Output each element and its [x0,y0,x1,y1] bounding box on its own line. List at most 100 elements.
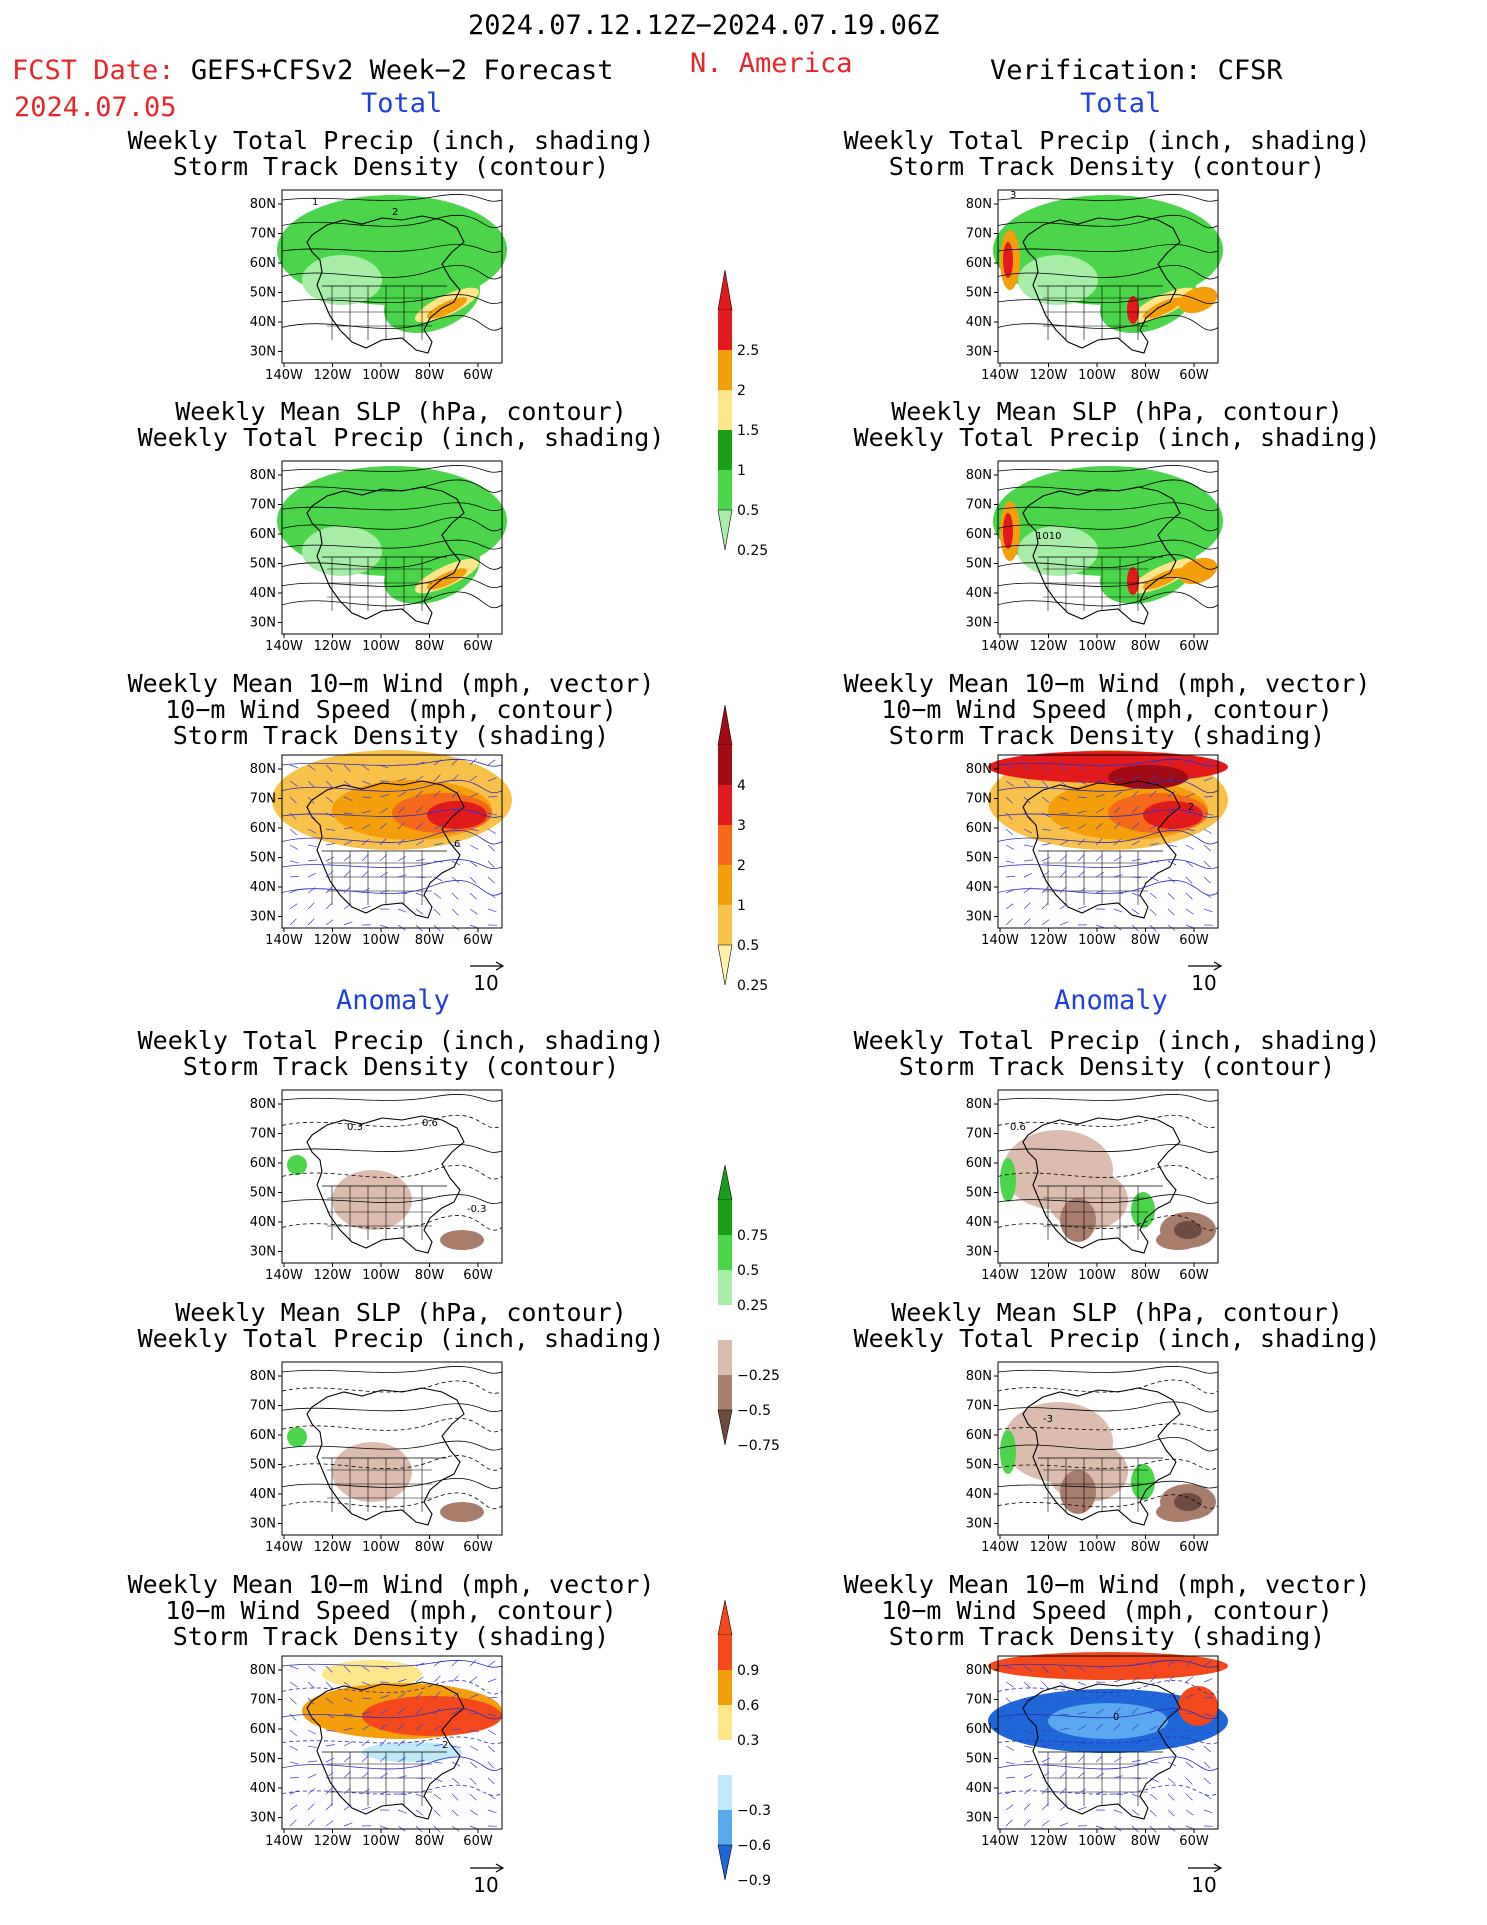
wind-vector [433,1691,441,1699]
wind-vector [1167,758,1175,766]
wind-vector [1023,796,1031,804]
lat-label: 30N [966,910,992,925]
wind-vector [469,1745,479,1751]
wind-vector [343,903,352,910]
coastline [1022,1681,1181,1820]
shading-region [988,751,1228,783]
wind-vector [469,1712,479,1715]
shading-region [1018,526,1098,576]
title-p4-line1: Weekly Mean SLP (hPa, contour) [891,397,1343,426]
vector-ref-4: 10 [1188,1863,1223,1897]
lat-label: 70N [250,498,276,513]
shading-region [1142,568,1184,590]
wind-vector [307,1773,317,1779]
title-p4-line2: Weekly Total Precip (inch, shading) [853,423,1381,452]
lon-label: 80W [1131,933,1161,948]
contour-line [281,1680,503,1695]
wind-vector [1185,860,1194,868]
contour-label: 1 [312,197,318,208]
colorbar-segment [718,785,732,825]
wind-vector [343,1697,353,1702]
wind-vector [379,890,389,894]
contour-lines [997,1660,1219,1796]
wind-vector [289,918,297,926]
colorbar-label: 0.25 [737,978,768,994]
wind-vector [397,777,407,782]
lon-label: 60W [1179,1834,1209,1849]
wind-vector [307,1819,315,1827]
contour-line [281,1455,503,1471]
wind-vector [343,1665,351,1673]
wind-vector [415,908,424,915]
wind-vector [1023,887,1032,894]
wind-vector [1167,1675,1175,1683]
wind-vector [1041,764,1049,772]
wind-vector [343,1713,353,1716]
title-p1-line1: Weekly Total Precip (inch, shading) [127,126,655,155]
contour-line [281,1403,503,1412]
lat-label: 70N [250,1693,276,1708]
map-plot-area: 3 80N 70N 60N 50N 40N 30N 140W 120W 100W 80W 60W [966,189,1223,383]
lat-label: 80N [966,1663,992,1678]
wind-vector [1167,908,1175,916]
wind-vector [1113,874,1123,878]
contour-lines [281,1366,503,1510]
lon-label: 60W [1179,639,1209,654]
contour-line [997,516,1219,532]
vector-ref-head [1213,961,1223,971]
wind-vector [1041,856,1051,862]
contour-line [997,479,1219,493]
wind-vector [1131,1809,1140,1816]
wind-vector [307,796,315,804]
wind-vector [433,1675,441,1683]
shading-region [426,297,468,319]
wind-vector [1059,1681,1068,1688]
wind-vector [451,774,459,782]
contour-line [281,265,503,280]
wind-vector [469,1659,477,1667]
map-panel-p11: 2 80N 70N 60N 50N 40N 30N 140W 120W 100W 80W 60W [250,1655,503,1849]
contour-line [281,880,503,896]
contour-label: 2 [1188,802,1194,813]
wind-vector [379,1739,387,1747]
lon-label: 80W [415,1834,445,1849]
title-p9: Weekly Mean SLP (hPa, contour) Weekly Tot… [91,1300,711,1352]
contour-line [281,554,503,570]
wind-vector [1167,808,1177,814]
lat-label: 40N [966,586,992,601]
wind-vector [415,790,423,798]
wind-vector [1131,822,1140,830]
lat-label: 60N [966,1722,992,1737]
colorbar-segment [718,310,732,350]
section-anomaly-right: Anomaly [1054,985,1168,1016]
state-borders [327,1752,432,1806]
lon-label: 120W [1030,1540,1068,1555]
colorbar-precip_total: 2.5 2 1.5 1 0.5 0.25 [717,269,768,559]
wind-vector [487,1660,496,1667]
wind-vector [1059,870,1067,878]
wind-vector [1131,1777,1141,1780]
shading-region [1099,267,1197,333]
wind-vector [1149,759,1158,766]
lat-label: 60N [250,821,276,836]
contour-line [281,1756,503,1771]
contour-line [281,194,503,202]
colorbar-label: 2.5 [737,343,759,359]
lat-label: 70N [250,227,276,242]
wind-vector [1005,844,1015,850]
wind-vector [415,1691,423,1699]
wind-vector [379,1791,389,1795]
wind-vector [361,838,370,846]
wind-vector [1059,903,1068,910]
wind-vector [343,870,351,878]
wind-vector [1131,1793,1141,1798]
wind-vector [487,812,497,816]
verification-label: Verification: CFSR [990,55,1283,86]
wind-vector [361,1771,369,1779]
title-p5: Weekly Mean 10−m Wind (mph, vector) 10−m … [81,671,701,749]
wind-vector [1005,812,1013,820]
title-p6-line3: Storm Track Density (shading) [888,721,1326,750]
wind-vector [1167,1793,1175,1801]
lat-label: 30N [966,616,992,631]
section-total-left: Total [361,88,443,119]
